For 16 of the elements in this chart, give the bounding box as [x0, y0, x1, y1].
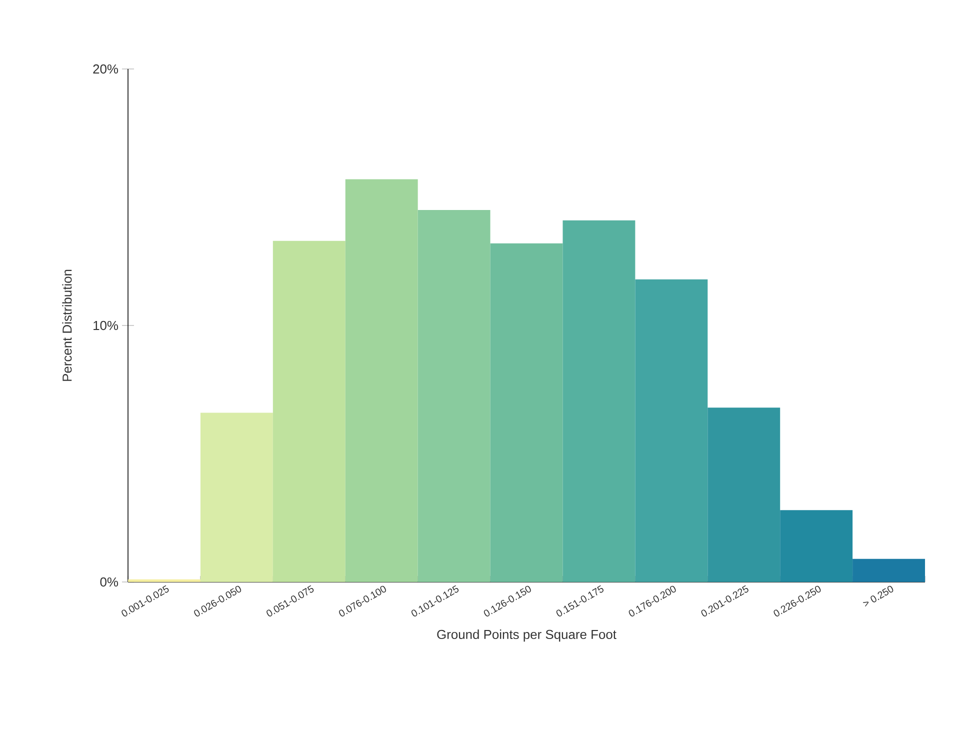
bar: [562, 220, 636, 582]
bar: [490, 243, 563, 582]
bar: [200, 412, 273, 582]
bar: [128, 579, 200, 582]
bar: [272, 240, 346, 582]
x-axis-title: Ground Points per Square Foot: [437, 630, 616, 642]
bar: [780, 510, 853, 582]
bar: [635, 279, 708, 582]
bar: [708, 408, 780, 582]
bar: [345, 179, 418, 582]
y-tick-label: 10%: [94, 320, 118, 330]
y-axis-title: Percent Distribution: [62, 270, 72, 381]
y-tick-label: 20%: [93, 64, 118, 74]
bar: [852, 558, 926, 582]
bar: [418, 210, 490, 582]
y-tick-label: 0%: [100, 577, 118, 587]
